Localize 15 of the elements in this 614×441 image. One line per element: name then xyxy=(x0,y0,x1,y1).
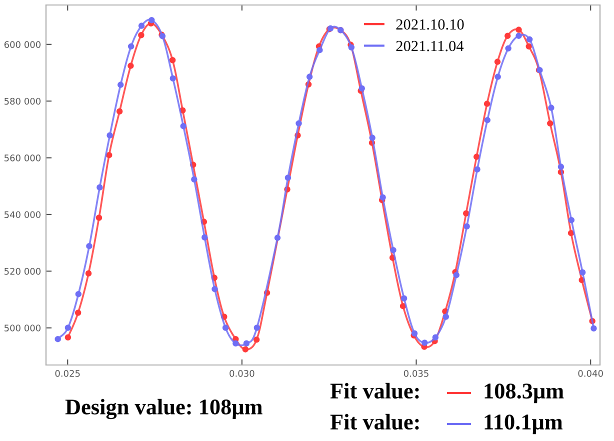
text: Design value: 108μm xyxy=(65,398,262,420)
text: Fit value: 110.1μm xyxy=(330,414,563,434)
x-tick-label: 0.030 xyxy=(230,370,254,377)
legend-label: 2021.10.10 xyxy=(396,19,464,30)
text: Fit value: 108.3μm xyxy=(330,382,564,404)
legend-label: 2021.11.04 xyxy=(396,40,464,52)
y-tick-label: 600 000 xyxy=(4,41,41,48)
y-tick-label: 520 000 xyxy=(4,268,41,275)
y-tick-label: 500 000 xyxy=(4,324,41,332)
y-tick-label: 560 000 xyxy=(4,154,41,162)
y-tick-label: 540 000 xyxy=(4,211,41,218)
x-tick-label: 0.035 xyxy=(404,370,428,377)
x-tick-label: 0.040 xyxy=(578,370,603,377)
y-tick-label: 580 000 xyxy=(4,98,41,105)
x-tick-label: 0.025 xyxy=(55,370,80,377)
